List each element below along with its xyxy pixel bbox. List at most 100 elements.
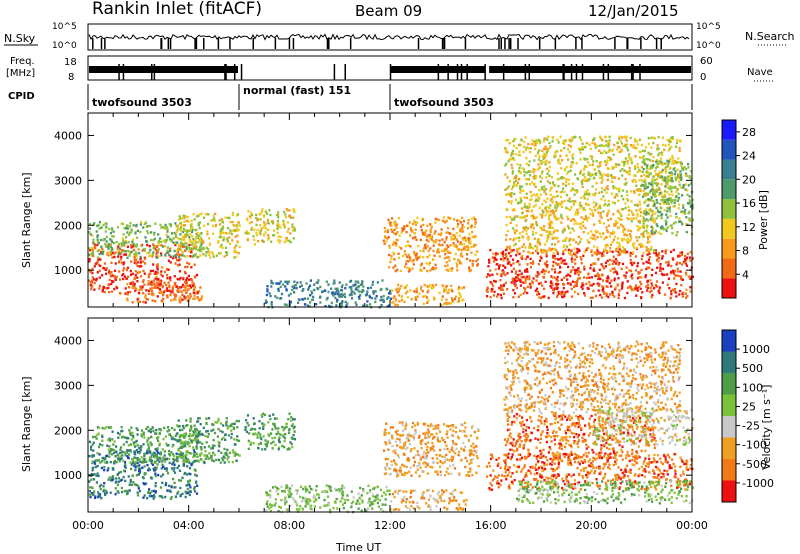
range-cell [510,202,513,205]
range-cell [106,444,109,447]
range-cell [340,285,343,289]
range-cell [184,490,187,493]
range-cell [380,303,383,307]
range-cell [374,297,377,300]
range-cell [434,266,438,270]
range-cell [467,219,470,222]
range-cell [575,255,578,258]
range-cell [450,238,453,241]
range-cell [168,452,171,456]
range-cell [601,265,604,268]
range-cell [452,237,455,241]
range-cell [148,244,151,248]
range-cell [224,251,228,254]
range-cell [104,455,108,458]
range-cell [539,281,542,285]
range-cell [183,238,186,241]
range-cell [605,174,608,177]
range-cell [433,297,436,301]
range-cell [174,486,177,489]
range-cell [624,143,627,147]
range-cell [142,226,145,229]
range-cell [580,138,583,142]
range-cell [197,241,200,244]
range-cell [606,178,609,182]
range-cell [134,445,137,448]
range-cell [291,229,295,232]
range-cell [185,230,188,233]
range-cell [632,213,635,217]
range-cell [515,146,518,150]
range-cell [641,291,644,294]
range-cell [199,286,202,289]
range-cell [429,269,432,272]
range-cell [594,192,597,195]
range-cell [474,243,477,247]
range-cell [604,261,608,265]
range-cell [435,238,438,242]
range-cell [319,285,322,289]
range-cell [110,453,114,456]
range-cell [496,295,499,298]
range-cell [603,292,606,295]
range-cell [507,200,510,203]
range-cell [564,248,567,251]
range-cell [560,221,563,224]
range-cell [130,483,133,487]
range-cell [88,490,91,493]
range-cell [642,212,645,215]
range-cell [221,246,224,249]
range-cell [673,172,676,176]
range-cell [272,282,275,285]
range-cell [201,239,204,242]
range-cell [120,242,123,245]
range-cell [93,288,96,291]
range-cell [191,446,195,449]
range-cell [665,213,668,216]
range-cell [577,270,580,273]
range-cell [519,172,522,175]
range-cell [563,276,566,279]
range-cell [532,217,535,220]
range-cell [515,286,518,290]
range-cell [123,469,126,472]
range-cell [604,203,607,206]
range-cell [643,225,646,228]
range-cell [646,241,649,244]
range-cell [196,291,200,294]
range-cell [316,281,319,284]
range-cell [502,283,506,287]
range-cell [589,284,592,287]
range-cell [486,295,489,298]
range-cell [643,210,646,213]
range-cell [145,289,148,292]
range-cell [559,162,562,165]
range-cell [509,254,512,258]
range-cell [537,168,540,171]
range-cell [623,238,626,241]
range-cell [554,229,557,232]
range-cell [339,295,342,298]
range-cell [458,297,461,300]
range-cell [581,220,584,224]
range-cell [148,459,151,462]
range-cell [462,219,465,223]
range-cell [552,288,555,292]
range-cell [366,300,369,303]
range-cell [574,200,577,203]
range-cell [563,142,566,145]
range-cell [575,210,578,213]
range-cell [406,296,410,299]
range-cell [635,236,638,239]
range-cell [182,227,185,231]
range-cell [579,256,582,259]
range-cell [194,239,197,242]
range-cell [227,216,230,220]
range-cell [246,238,249,242]
range-cell [380,295,383,299]
range-cell [183,295,186,298]
colorbar-tick-label: 24 [742,150,756,163]
range-cell [429,228,432,232]
range-cell [164,435,167,438]
range-cell [467,239,470,242]
